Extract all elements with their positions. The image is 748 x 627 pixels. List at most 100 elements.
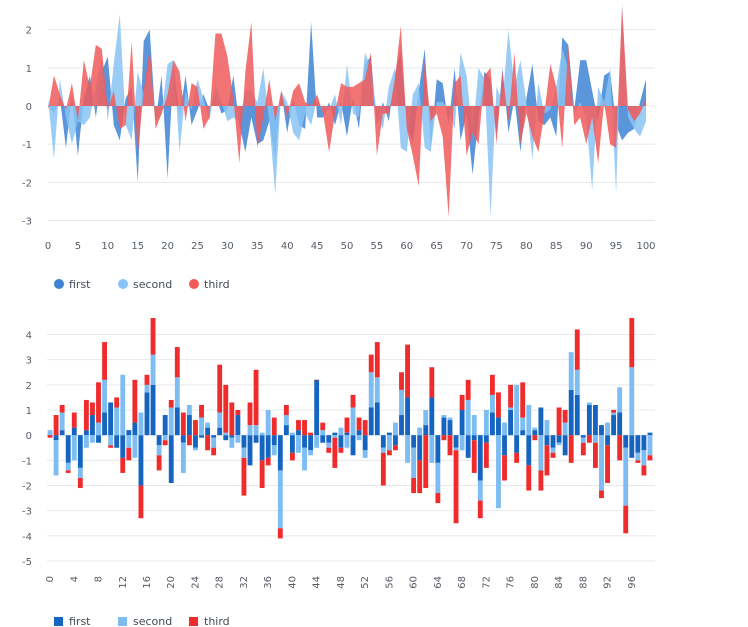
bar-segment-second [90, 435, 95, 443]
legend-label-second: second [133, 278, 172, 291]
y-tick-label: -3 [22, 217, 32, 228]
bar-segment-second [326, 442, 332, 448]
x-tick-label: 36 [263, 576, 274, 589]
bar-segment-first [338, 435, 344, 448]
legend: first second third [54, 615, 230, 627]
bar-segment-first [483, 435, 489, 443]
bar-segment-first [138, 435, 144, 486]
bar-segment-third [459, 394, 465, 411]
bar-segment-third [386, 450, 392, 456]
x-tick-label: 100 [636, 241, 655, 252]
bar-segment-second [502, 422, 507, 436]
bar-segment-first [265, 435, 271, 458]
bar-segment-third [647, 455, 653, 461]
bar-segment-first [193, 435, 198, 448]
bar-segment-second [411, 447, 417, 478]
bar-segment-third [253, 369, 259, 426]
y-tick-label: -1 [22, 140, 32, 151]
bar-segment-second [611, 412, 617, 416]
bar-segment-third [574, 329, 580, 370]
bar-segment-second [83, 435, 89, 448]
bar-segment-third [47, 435, 53, 438]
bar-segment-second [150, 354, 156, 385]
bar-segment-first [108, 402, 114, 436]
bar-segment-second [514, 384, 520, 436]
bar-segment-first [271, 435, 277, 446]
bar-segment-third [368, 354, 374, 373]
bar-segment-third [526, 465, 532, 491]
bar-segment-first [59, 430, 65, 436]
x-tick-label: 44 [312, 576, 323, 589]
bar-segment-first [580, 435, 586, 438]
x-tick-label: 76 [506, 576, 517, 589]
x-tick-label: 72 [481, 576, 492, 589]
bar-segment-second [556, 442, 562, 446]
x-tick-label: 32 [239, 576, 250, 589]
x-tick-label: 10 [101, 241, 114, 252]
bar-segment-third [356, 417, 362, 431]
y-tick-label: 3 [26, 356, 32, 367]
bar-segment-first [180, 435, 186, 443]
x-tick-label: 80 [530, 576, 541, 589]
bar-segment-first [162, 415, 168, 436]
bar-segment-first [71, 427, 77, 436]
bar-segment-second [308, 450, 314, 456]
bar-segment-third [489, 374, 495, 395]
y-tick-label: 1 [26, 64, 32, 75]
bar-segment-third [477, 500, 483, 519]
legend-label-second: second [133, 615, 172, 627]
bar-segment-second [574, 369, 580, 395]
bar-segment-first [205, 427, 211, 436]
bar-segment-second [647, 435, 653, 456]
x-tick-label: 52 [360, 576, 371, 589]
x-tick-label: 80 [520, 241, 533, 252]
bar-segment-second [193, 447, 198, 451]
area-series-group [48, 2, 646, 217]
bar-segment-third [71, 412, 77, 428]
bar-segment-third [241, 457, 247, 496]
bar-segment-third [471, 440, 477, 473]
bar-segment-first [447, 420, 453, 436]
bar-segment-second [580, 437, 586, 443]
x-tick-label: 88 [578, 576, 589, 589]
bar-segment-first [102, 412, 107, 436]
bar-segment-first [599, 425, 604, 436]
bar-segment-second [532, 427, 538, 431]
bar-segment-second [374, 377, 380, 403]
bar-segment-first [126, 430, 132, 436]
bar-segment-first [368, 407, 374, 436]
bar-segment-first [538, 407, 544, 436]
x-tick-label: 0 [45, 576, 56, 582]
bar-segment-first [332, 432, 338, 436]
x-tick-label: 50 [341, 241, 354, 252]
bar-segment-second [320, 430, 326, 436]
bar-segment-third [465, 379, 471, 400]
bar-segment-third [411, 477, 417, 494]
bar-segment-third [496, 392, 501, 418]
legend-marker [189, 617, 198, 626]
bar-segment-first [356, 430, 362, 436]
bar-segment-first [593, 404, 598, 436]
bar-segment-second [344, 435, 350, 448]
bar-segment-second [605, 422, 610, 436]
bar-segment-second [465, 399, 471, 436]
bar-segment-first [326, 435, 332, 443]
bar-segment-first [647, 432, 653, 436]
bar-segment-third [362, 420, 368, 436]
y-tick-label: -1 [22, 456, 32, 467]
x-tick-label: 15 [131, 241, 144, 252]
bar-segment-first [150, 384, 156, 436]
bar-segment-first [247, 435, 253, 466]
bar-segment-second [453, 447, 459, 451]
bar-segment-first [83, 430, 89, 436]
bar-segment-third [132, 379, 138, 423]
bar-segment-third [611, 410, 617, 413]
bar-segment-third [568, 435, 574, 463]
bar-segment-third [393, 445, 398, 451]
bar-segment-first [453, 435, 459, 448]
bar-segment-third [514, 452, 520, 463]
legend: first second third [54, 278, 230, 291]
bar-segment-third [108, 445, 114, 448]
bar-segment-third [90, 402, 95, 416]
